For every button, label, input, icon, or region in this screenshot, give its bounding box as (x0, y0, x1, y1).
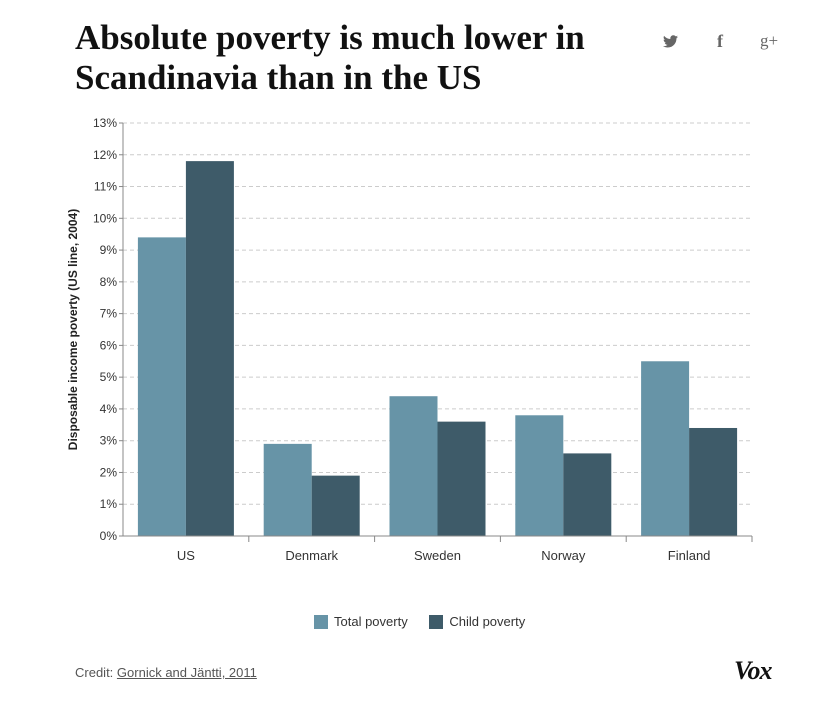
chart-title: Absolute poverty is much lower in Scandi… (75, 18, 585, 97)
bar-child-finland (689, 427, 738, 536)
y-tick-label: 10% (93, 211, 117, 225)
y-tick-label: 4% (100, 402, 118, 416)
googleplus-icon: g+ (759, 31, 779, 50)
legend-item-total: Total poverty (314, 614, 408, 629)
facebook-icon: f (717, 31, 723, 51)
y-tick-label: 11% (94, 180, 117, 194)
googleplus-share-button[interactable]: g+ (758, 30, 780, 52)
x-tick-label: Sweden (414, 548, 461, 563)
bar-total-us (137, 237, 186, 536)
y-tick-label: 9% (100, 243, 118, 257)
chart-legend: Total poverty Child poverty (314, 614, 543, 632)
legend-label-total: Total poverty (334, 614, 408, 629)
bar-chart: 0% 1% 2% 3% 4% 5% 6% 7% 8% 9% 10% 11% 12% 13% US Denmar… (66, 116, 753, 563)
legend-swatch-child (429, 614, 444, 629)
legend-label-child: Child poverty (449, 614, 526, 629)
y-tick-label: 5% (100, 370, 118, 384)
x-tick-label: Norway (541, 548, 586, 563)
bar-child-norway (563, 453, 612, 536)
credit-source-link[interactable]: Gornick and Jäntti, 2011 (116, 665, 257, 680)
credit-line: Credit: Gornick and Jäntti, 2011 (75, 665, 257, 680)
bar-child-us (185, 161, 234, 536)
x-tick-label: Denmark (285, 548, 338, 563)
bar-child-denmark (311, 475, 360, 536)
bar-total-norway (515, 415, 564, 536)
y-tick-label: 7% (100, 307, 118, 321)
y-tick-label: 6% (100, 338, 118, 352)
y-tick-label: 3% (100, 434, 118, 448)
y-tick-label: 12% (93, 148, 117, 162)
y-tick-label: 1% (100, 497, 118, 511)
legend-item-child: Child poverty (429, 614, 525, 629)
bar-total-sweden (389, 396, 438, 536)
facebook-share-button[interactable]: f (709, 30, 731, 52)
twitter-icon (662, 35, 678, 48)
bar-total-denmark (263, 443, 312, 536)
y-tick-label: 13% (93, 116, 117, 130)
y-tick-label: 0% (100, 529, 118, 543)
bar-total-finland (641, 361, 690, 536)
y-axis-title: Disposable income poverty (US line, 2004… (66, 209, 80, 450)
y-tick-label: 8% (100, 275, 118, 289)
credit-prefix: Credit: (75, 665, 114, 680)
bar-child-sweden (437, 421, 486, 536)
legend-swatch-total (314, 614, 328, 629)
vox-logo: Vox (734, 656, 772, 685)
twitter-share-button[interactable] (659, 30, 681, 52)
y-tick-label: 2% (100, 465, 118, 479)
x-tick-label: Finland (668, 548, 711, 563)
x-tick-label: US (177, 548, 195, 563)
